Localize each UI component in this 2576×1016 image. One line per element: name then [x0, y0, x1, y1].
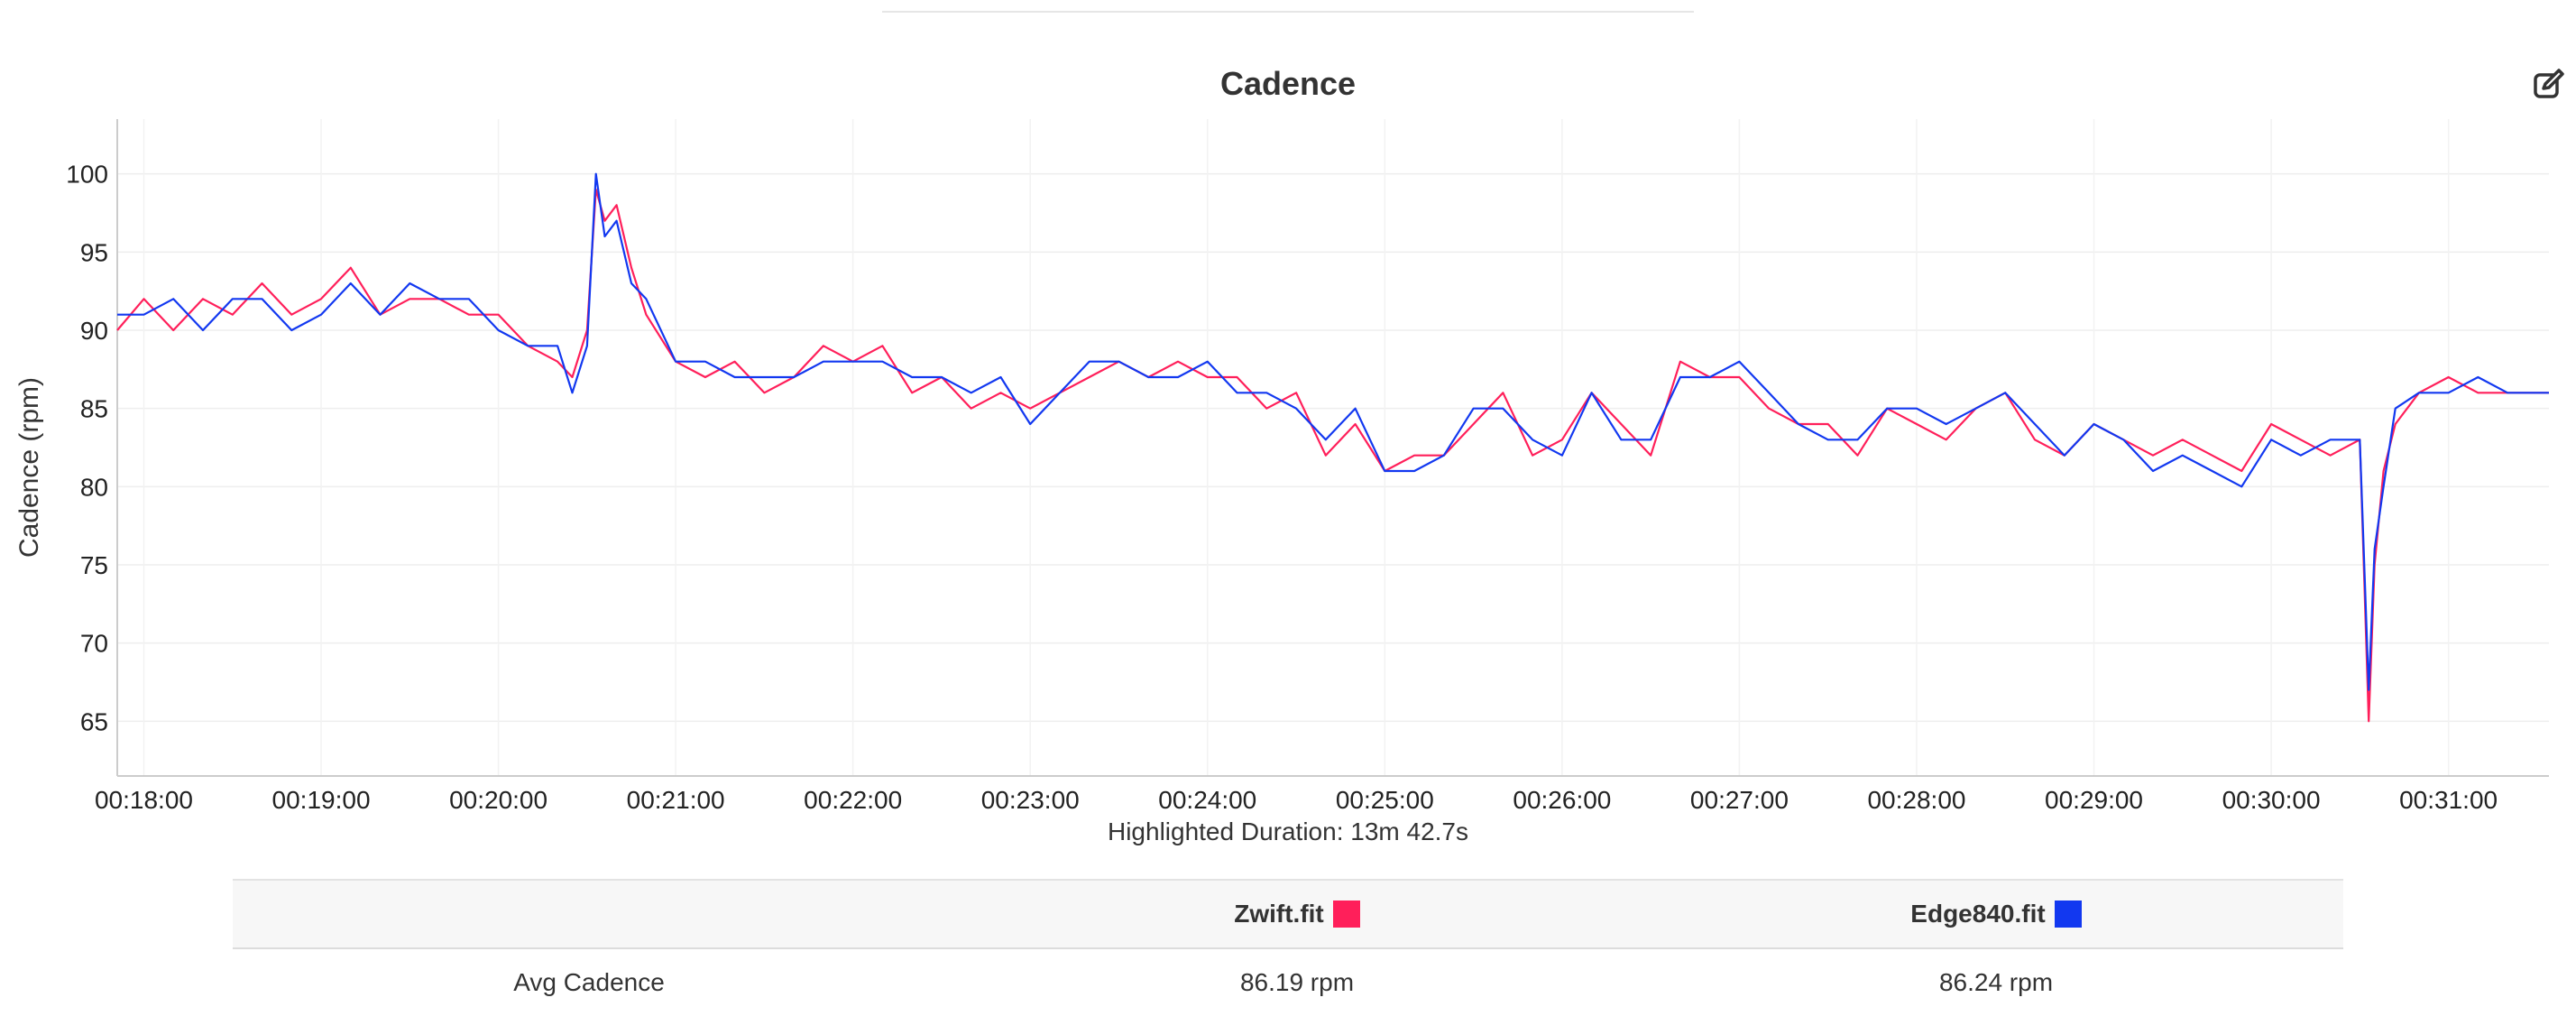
series-line-edge840[interactable]: [117, 172, 2549, 691]
edge840-avg-cadence: 86.24 rpm: [1938, 968, 2054, 996]
x-tick-label: 00:25:00: [1336, 786, 1434, 812]
y-tick-label: 80: [80, 473, 108, 501]
x-tick-label: 00:30:00: [2222, 786, 2321, 812]
y-tick-label: 90: [80, 317, 108, 345]
x-tick-label: 00:18:00: [95, 786, 193, 812]
x-gridlines: [143, 119, 2450, 776]
stats-table: Zwift.fit Edge840.fit Avg Cadence 86.19 …: [233, 879, 2343, 1016]
file-name-zwift: Zwift.fit: [1234, 900, 1324, 928]
edit-icon[interactable]: [2531, 67, 2567, 103]
stats-header-empty: [233, 881, 945, 947]
x-tick-label: 00:27:00: [1690, 786, 1789, 812]
highlighted-duration: Highlighted Duration: 13m 42.7s: [1107, 817, 1468, 845]
y-tick-label: 100: [66, 161, 108, 189]
table-row: Avg Cadence 86.19 rpm 86.24 rpm: [233, 949, 2343, 1016]
x-tick-labels: 00:18:00 00:19:00 00:20:00 00:21:00 00:22:00…: [95, 786, 2498, 812]
x-tick-label: 00:28:00: [1867, 786, 1965, 812]
zwift-avg-cadence: 86.19 rpm: [1239, 968, 1355, 996]
top-divider: [882, 11, 1694, 13]
x-tick-label: 00:20:00: [449, 786, 547, 812]
x-tick-label: 00:29:00: [2045, 786, 2143, 812]
y-tick-label: 70: [80, 630, 108, 658]
x-tick-label: 00:26:00: [1513, 786, 1611, 812]
x-tick-label: 00:19:00: [272, 786, 371, 812]
series-layer: [116, 172, 2549, 723]
y-tick-labels: 65 70 75 80 85 90 95 100: [66, 161, 108, 736]
chart-title: Cadence: [1219, 65, 1357, 102]
y-axis-label: Cadence (rpm): [14, 377, 44, 558]
stats-header-edge840: Edge840.fit: [1649, 881, 2343, 947]
x-tick-label: 00:21:00: [627, 786, 725, 812]
y-gridlines: [117, 172, 2549, 723]
y-tick-label: 95: [80, 238, 108, 266]
stats-header-zwift: Zwift.fit: [945, 881, 1649, 947]
edge840-color-swatch: [2054, 901, 2082, 928]
x-tick-label: 00:22:00: [804, 786, 902, 812]
x-tick-label: 00:24:00: [1158, 786, 1256, 812]
file-name-edge840: Edge840.fit: [1910, 900, 2046, 928]
stats-header-row: Zwift.fit Edge840.fit: [233, 879, 2343, 949]
y-tick-label: 85: [80, 395, 108, 423]
y-tick-label: 75: [80, 551, 108, 579]
x-tick-label: 00:23:00: [981, 786, 1080, 812]
zwift-color-swatch: [1332, 901, 1360, 928]
x-tick-label: 00:31:00: [2399, 786, 2498, 812]
cadence-chart[interactable]: 65 70 75 80 85 90 95 100 00:18:00 00:19:00 00:20:…: [0, 0, 2576, 812]
y-tick-label: 65: [80, 707, 108, 735]
metric-label: Avg Cadence: [513, 968, 665, 996]
